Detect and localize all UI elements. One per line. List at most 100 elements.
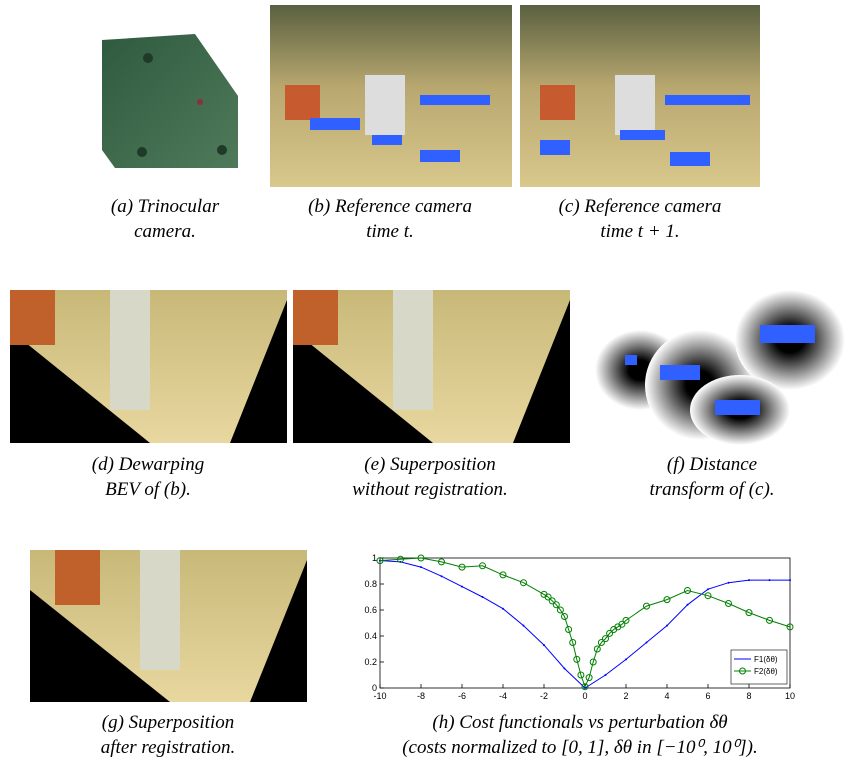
caption-line: (g) Superposition [102, 712, 234, 733]
data-point [622, 616, 630, 624]
data-point [597, 639, 605, 646]
data-point [499, 571, 507, 579]
data-point [420, 566, 422, 569]
data-point [766, 616, 773, 624]
data-point [577, 671, 585, 679]
x-tick-label: 6 [705, 691, 710, 701]
data-point [602, 635, 609, 643]
data-point [461, 585, 463, 588]
data-point [606, 629, 614, 637]
legend-label: F1(δθ) [754, 655, 778, 664]
data-point [593, 645, 601, 653]
data-point [458, 563, 466, 571]
y-tick-label: 0.6 [364, 605, 377, 615]
captions: (a) Trinocular camera. (b) Reference camer… [92, 196, 775, 758]
legend-box [730, 649, 788, 685]
data-point [481, 596, 484, 598]
data-point [573, 655, 581, 663]
data-point [397, 555, 404, 563]
data-point [786, 623, 794, 631]
caption-line: (b) Reference camera [308, 196, 472, 217]
caption-line: (e) Superposition [364, 454, 495, 475]
data-point [522, 624, 525, 627]
chart: -10 -8 -6 -4 -2 0 2 4 6 8 10 0 0.2 0.4 0.6 0.8 1 F1(δθ) F2… [364, 553, 795, 701]
caption-line: camera. [134, 221, 196, 242]
data-point [707, 588, 709, 591]
data-point [552, 601, 560, 609]
data-point [565, 626, 573, 633]
reference-image-t1 [520, 5, 760, 187]
bev-image [10, 290, 287, 443]
x-tick-label: 2 [623, 691, 628, 701]
data-point [561, 613, 568, 620]
data-point [440, 575, 443, 578]
x-tick-label: 10 [785, 691, 795, 701]
y-tick-label: 0.8 [364, 579, 377, 589]
data-point [618, 620, 626, 628]
data-point [704, 592, 712, 600]
data-point [625, 658, 627, 661]
series-line [379, 560, 790, 689]
data-point [789, 579, 791, 582]
data-point [438, 558, 445, 566]
legend-label: F2(δθ) [754, 667, 778, 676]
data-point [376, 557, 384, 565]
y-tick-label: 0.2 [364, 657, 377, 667]
caption-line: (a) Trinocular [111, 196, 220, 217]
caption-line: time t + 1. [600, 221, 679, 242]
data-point [556, 606, 564, 614]
data-point [686, 603, 689, 606]
caption-line: transform of (c). [649, 479, 774, 500]
x-tick-label: -6 [458, 691, 466, 701]
caption-line: time t. [366, 221, 414, 242]
data-point [727, 581, 730, 584]
data-point [479, 562, 486, 570]
x-tick-label: -8 [417, 691, 425, 701]
data-point [585, 674, 593, 682]
camera-image [102, 34, 238, 168]
x-tick-label: 4 [664, 691, 669, 701]
x-tick-label: 0 [582, 691, 587, 701]
caption-line: (costs normalized to [0, 1], δθ in [−10⁰… [402, 737, 758, 758]
distance-transform-image [580, 290, 845, 445]
x-tick-label: -4 [499, 691, 507, 701]
data-point [725, 600, 732, 607]
y-tick-label: 1 [372, 553, 377, 563]
caption-line: (c) Reference camera [559, 196, 722, 217]
data-point [543, 644, 545, 647]
data-point [548, 597, 556, 605]
caption-line: without registration. [352, 479, 508, 500]
plot-frame [379, 557, 791, 689]
data-point [666, 624, 668, 627]
x-tick-label: -10 [373, 691, 386, 701]
data-point [563, 667, 566, 670]
superposition-image [293, 290, 570, 443]
data-point [684, 587, 691, 594]
data-point [768, 579, 771, 582]
data-point [520, 579, 527, 587]
data-point [604, 674, 607, 676]
data-point [417, 554, 425, 562]
legend-marker [739, 667, 746, 675]
caption-line: (d) Dewarping [92, 454, 204, 475]
x-tick-label: -2 [540, 691, 548, 701]
data-point [584, 687, 586, 689]
caption-line: after registration. [101, 737, 235, 758]
series-line [379, 557, 791, 689]
data-point [645, 641, 648, 644]
reference-image-t [270, 5, 512, 187]
data-point [745, 609, 753, 617]
y-tick-label: 0 [372, 683, 377, 693]
y-tick-label: 0.4 [364, 631, 377, 641]
data-point [643, 602, 650, 610]
data-point [544, 593, 552, 601]
data-point [748, 579, 750, 582]
caption-line: BEV of (b). [105, 479, 191, 500]
data-point [663, 596, 671, 604]
data-point [569, 639, 577, 646]
caption-line: (f) Distance [667, 454, 757, 475]
x-tick-label: 8 [746, 691, 751, 701]
data-point [502, 607, 504, 610]
registered-image [30, 550, 307, 702]
